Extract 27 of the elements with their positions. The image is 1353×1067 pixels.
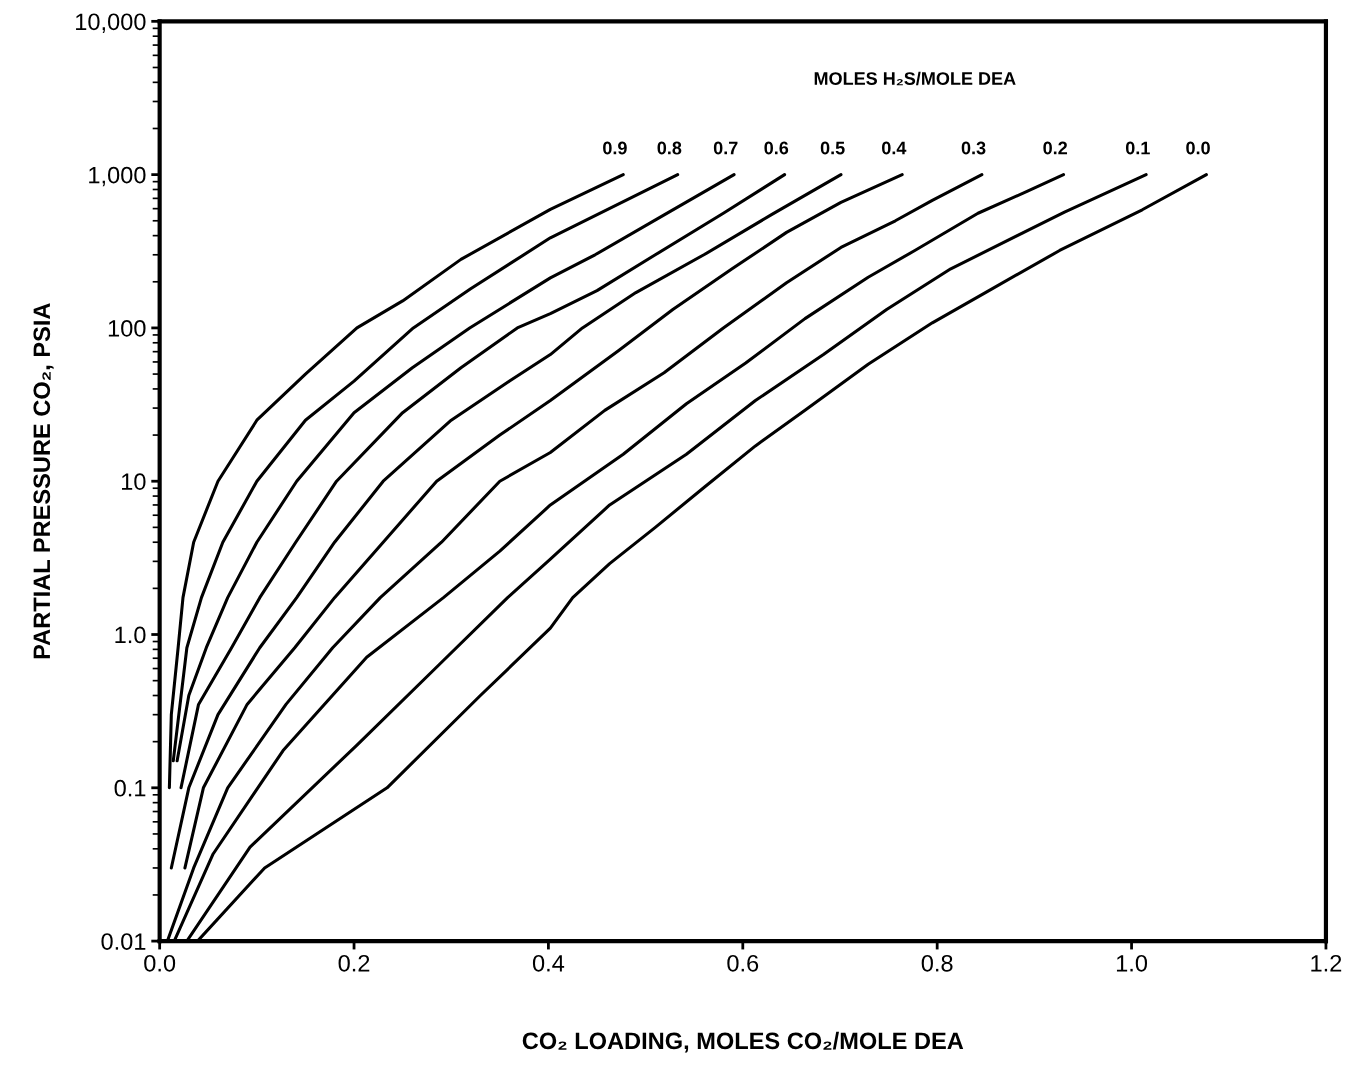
series-label: 0.2 (1043, 141, 1068, 155)
series-label: 0.0 (1186, 141, 1210, 155)
series-label: 0.5 (820, 141, 845, 155)
x-tick-label: 1.2 (1311, 954, 1342, 972)
x-tick-label: 0.6 (727, 954, 759, 972)
series-label: 0.4 (882, 141, 907, 155)
x-axis-title: CO₂ LOADING, MOLES CO₂/MOLE DEA (522, 1031, 964, 1053)
series-label: 0.1 (1125, 141, 1150, 155)
series-label: 0.3 (961, 141, 986, 155)
series-label: 0.8 (657, 141, 682, 155)
y-tick-label: 0.01 (101, 933, 146, 950)
y-tick-label: 1,000 (89, 166, 146, 187)
y-tick-label: 100 (108, 319, 146, 337)
series-label: 0.9 (603, 141, 627, 155)
x-tick-label: 0.0 (144, 954, 176, 972)
y-axis-title: PARTIAL PRESSURE CO₂, PSIA (33, 303, 54, 659)
y-tick-label: 0.1 (114, 779, 146, 797)
x-tick-label: 0.2 (338, 954, 370, 972)
x-tick-label: 1.0 (1116, 954, 1148, 972)
y-tick-label: 1.0 (115, 626, 146, 644)
x-tick-label: 0.4 (532, 954, 565, 972)
y-tick-label: 10,000 (76, 13, 146, 33)
legend-title: MOLES H₂S/MOLE DEA (814, 71, 1016, 86)
series-label: 0.6 (764, 141, 789, 155)
x-tick-label: 0.8 (921, 954, 953, 972)
y-tick-label: 10 (122, 473, 146, 490)
series-label: 0.7 (713, 141, 738, 155)
